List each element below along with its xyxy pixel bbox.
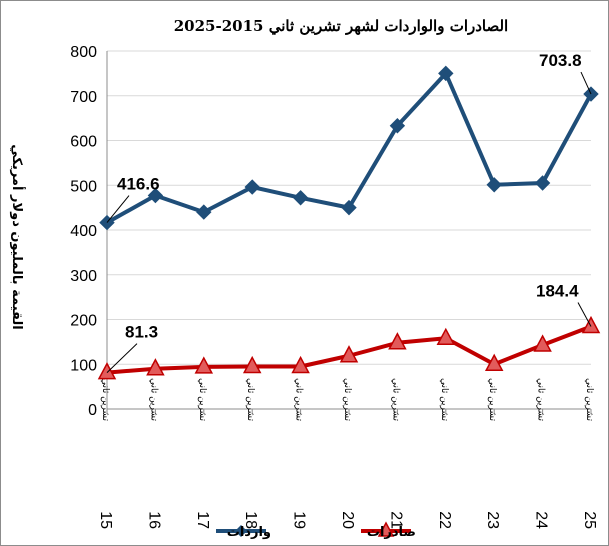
x-category-year: 20: [339, 511, 356, 529]
data-point-triangle: [436, 327, 456, 346]
data-point-diamond: [196, 204, 212, 220]
data-label-leader: [106, 195, 130, 223]
x-category-label: تشرين ثاني 18: [242, 378, 259, 529]
data-point-diamond: [244, 179, 260, 195]
y-tick-label: 200: [70, 313, 97, 330]
y-tick-label: 400: [70, 223, 97, 240]
x-category-year: 22: [436, 511, 453, 529]
legend-marker: [377, 521, 395, 537]
x-category-label: تشرين ثاني 15: [97, 378, 114, 529]
data-point-triangle: [242, 355, 262, 374]
x-category-month: تشرين ثاني: [390, 378, 400, 421]
x-category-month: تشرين ثاني: [197, 378, 207, 421]
data-point-diamond: [292, 190, 309, 206]
data-point-triangle: [339, 345, 359, 363]
y-tick-label: 500: [70, 178, 97, 195]
legend-label: واردات: [227, 525, 271, 540]
x-category-label: تشرين ثاني 19: [291, 378, 308, 529]
y-axis-ticks: 0 100 200 300 400 500 600 700 800: [70, 44, 97, 419]
x-category-year: 18: [242, 511, 259, 529]
x-category-label: تشرين ثاني 23: [484, 378, 501, 529]
data-label-leader: [580, 71, 592, 95]
legend-marker: [235, 525, 247, 537]
data-point-triangle: [291, 355, 310, 374]
data-point-diamond: [534, 175, 551, 191]
x-category-year: 19: [291, 511, 308, 529]
x-category-month: تشرين ثاني: [294, 378, 304, 421]
x-category-month: تشرين ثاني: [439, 378, 449, 421]
series-exports: [97, 315, 601, 380]
x-category-label: تشرين ثاني 22: [436, 378, 453, 529]
y-tick-label: 0: [88, 402, 97, 419]
data-label: 81.3: [125, 323, 158, 342]
data-label: 703.8: [539, 51, 582, 70]
chart-title: الصادرات والواردات لشهر تشرين ثاني 2015-…: [174, 17, 508, 36]
legend-label: صادرات: [367, 525, 416, 540]
data-point-diamond: [147, 187, 164, 204]
x-category-year: 15: [97, 511, 114, 529]
y-tick-label: 800: [70, 44, 97, 61]
x-category-year: 21: [387, 511, 404, 529]
data-point-triangle: [388, 332, 407, 350]
x-category-month: تشرين ثاني: [536, 378, 546, 421]
x-category-label: تشرين ثاني 21: [387, 378, 404, 529]
x-category-label: تشرين ثاني 25: [581, 378, 598, 529]
data-label-leader: [106, 343, 138, 373]
data-point-triangle: [484, 353, 504, 371]
x-category-month: تشرين ثاني: [584, 378, 594, 421]
x-category-year: 24: [533, 511, 550, 529]
y-tick-label: 300: [70, 268, 97, 285]
data-point-diamond: [341, 199, 357, 216]
data-point-triangle: [533, 334, 552, 352]
x-category-label: تشرين ثاني 16: [145, 378, 162, 529]
x-category-month: تشرين ثاني: [100, 378, 110, 421]
data-label-leader: [577, 302, 592, 327]
data-point-diamond: [389, 118, 406, 134]
x-category-year: 16: [145, 511, 162, 529]
legend-item: واردات: [216, 525, 271, 540]
x-category-label: تشرين ثاني 20: [339, 378, 356, 529]
data-point-diamond: [438, 65, 454, 82]
data-labels: 416.6 703.8 81.3 184.4: [106, 51, 592, 373]
y-tick-label: 600: [70, 134, 97, 151]
x-category-year: 23: [484, 511, 501, 529]
data-series: [97, 65, 601, 380]
y-axis-label: القيمة بالمليون دولار أمريكي: [9, 144, 26, 330]
legend: واردات صادرات: [216, 521, 416, 540]
x-category-year: 25: [581, 511, 598, 529]
data-label: 416.6: [117, 175, 160, 194]
legend-item: صادرات: [361, 521, 416, 540]
series-imports: [99, 65, 599, 231]
data-point-triangle: [581, 315, 601, 334]
grid-lines: [107, 50, 591, 410]
x-category-label: تشرين ثاني 17: [194, 378, 211, 529]
data-point-triangle: [146, 358, 165, 376]
x-category-year: 17: [194, 511, 211, 529]
data-point-triangle: [194, 356, 214, 374]
x-category-label: تشرين ثاني 24: [533, 378, 550, 529]
x-category-month: تشرين ثاني: [148, 378, 158, 421]
x-category-month: تشرين ثاني: [342, 378, 352, 421]
data-label: 184.4: [536, 281, 579, 300]
y-tick-label: 100: [70, 357, 97, 374]
data-point-triangle: [97, 362, 117, 380]
x-category-month: تشرين ثاني: [245, 378, 255, 421]
data-point-diamond: [486, 177, 502, 193]
x-category-month: تشرين ثاني: [487, 378, 497, 421]
y-tick-label: 700: [70, 89, 97, 106]
